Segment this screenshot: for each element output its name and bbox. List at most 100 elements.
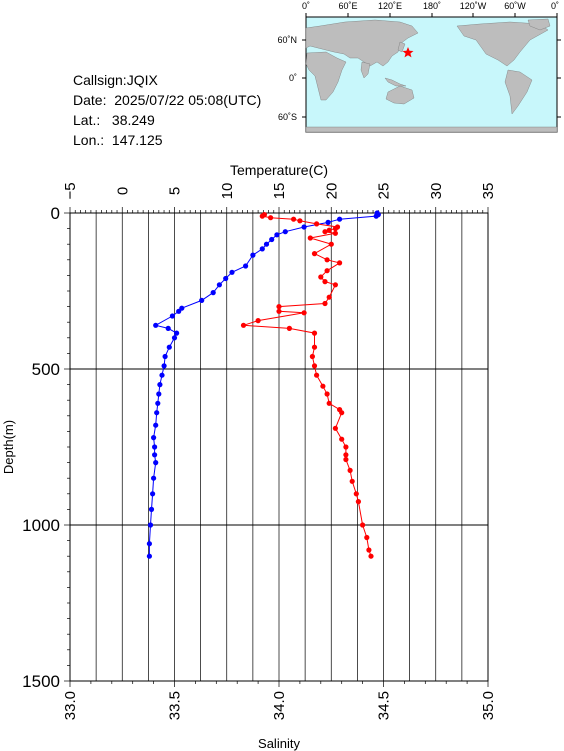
temperature-point xyxy=(229,269,235,275)
salinity-point xyxy=(339,436,345,442)
salinity-point xyxy=(343,456,349,463)
temperature-point xyxy=(146,553,152,559)
map-lon-label: 180˚ xyxy=(423,1,441,11)
salinity-point xyxy=(364,534,370,541)
temperature-point xyxy=(282,229,288,235)
salinity-point xyxy=(314,372,320,378)
map-lon-label: 120˚E xyxy=(378,1,402,11)
temperature-point xyxy=(373,213,379,219)
top-tick-label: 0 xyxy=(114,187,131,195)
salinity-point xyxy=(311,330,318,336)
top-tick-label: 10 xyxy=(219,183,236,200)
temperature-point xyxy=(259,246,265,252)
salinity-point xyxy=(326,400,332,406)
salinity-point xyxy=(353,491,359,497)
map-lat-label: 60˚S xyxy=(278,112,297,122)
salinity-point xyxy=(355,499,361,505)
temperature-point xyxy=(210,290,216,296)
temperature-line xyxy=(148,212,379,557)
top-tick-label: 5 xyxy=(167,187,184,195)
land-greenland xyxy=(527,18,551,31)
temperature-point xyxy=(325,219,331,225)
y-tick-label: 0 xyxy=(51,204,60,223)
temperature-point xyxy=(155,400,161,406)
salinity-point xyxy=(332,425,338,431)
bottom-tick-label: 34.5 xyxy=(376,691,393,720)
y-tick-label: 500 xyxy=(32,360,60,379)
temperature-point xyxy=(156,391,162,397)
date-text: Date: 2025/07/22 05:08(UTC) xyxy=(73,92,262,108)
temperature-point xyxy=(154,410,160,416)
salinity-point xyxy=(326,294,332,300)
top-tick-label: 20 xyxy=(323,183,340,200)
bottom-tick-label: 35.0 xyxy=(480,691,497,720)
salinity-point xyxy=(328,241,334,247)
land-north-america xyxy=(456,21,549,67)
salinity-point xyxy=(240,322,247,328)
land-indonesia xyxy=(384,77,407,87)
temperature-point xyxy=(153,422,159,428)
land-south-america xyxy=(504,69,533,115)
salinity-point xyxy=(322,300,328,307)
map-lon-label: 120˚W xyxy=(460,1,487,11)
salinity-point xyxy=(339,410,345,416)
salinity-point xyxy=(349,478,355,484)
temperature-point xyxy=(269,236,275,243)
latitude-text: Lat.: 38.249 xyxy=(73,112,155,128)
temperature-point xyxy=(171,335,178,341)
top-tick-label: 30 xyxy=(428,183,445,200)
top-tick-label: 35 xyxy=(480,183,497,200)
temperature-point xyxy=(153,322,159,328)
salinity-point xyxy=(268,215,274,221)
temperature-point xyxy=(216,282,222,288)
salinity-point xyxy=(255,318,261,324)
y-tick-label: 1500 xyxy=(22,672,60,691)
bottom-axis-title: Salinity xyxy=(258,736,300,751)
salinity-point xyxy=(286,325,292,331)
top-tick-label: 25 xyxy=(376,183,393,200)
salinity-point xyxy=(322,229,328,235)
temperature-point xyxy=(151,435,157,441)
salinity-point xyxy=(291,216,297,222)
salinity-point xyxy=(311,363,318,369)
temperature-point xyxy=(243,263,249,269)
salinity-point xyxy=(324,391,330,397)
top-axis-title: Temperature(C) xyxy=(230,162,328,178)
temperature-point xyxy=(150,491,156,497)
salinity-point xyxy=(343,452,349,458)
location-map: 0˚ 60˚E 120˚E 180˚ 120˚W 60˚W 0˚ 60˚N 0˚… xyxy=(277,1,561,133)
temperature-point xyxy=(337,216,343,222)
land-australia xyxy=(385,85,415,105)
salinity-point xyxy=(309,353,315,360)
top-tick-label: −5 xyxy=(62,182,79,199)
axis-ticks xyxy=(64,207,489,687)
map-ticks xyxy=(302,13,561,118)
bottom-tick-label: 34.0 xyxy=(271,691,288,720)
map-land xyxy=(305,18,558,133)
map-lat-label: 60˚N xyxy=(277,35,297,45)
land-africa xyxy=(305,51,347,101)
plot-frame xyxy=(69,212,489,682)
y-tick-label: 1000 xyxy=(22,516,60,535)
temperature-point xyxy=(146,541,152,547)
salinity-point xyxy=(360,522,366,528)
temperature-point xyxy=(151,475,157,481)
salinity-point xyxy=(301,310,307,316)
salinity-point xyxy=(324,268,330,274)
temperature-point xyxy=(250,252,256,258)
salinity-point xyxy=(368,553,374,559)
salinity-point xyxy=(320,383,326,389)
salinity-point xyxy=(332,282,338,288)
temperature-point xyxy=(301,224,307,230)
salinity-point xyxy=(307,235,313,241)
temperature-point xyxy=(159,372,165,378)
callsign-text: Callsign:JQIX xyxy=(73,72,158,88)
temperature-point xyxy=(152,452,158,458)
salinity-point xyxy=(347,467,353,473)
temperature-point xyxy=(157,382,163,388)
salinity-point xyxy=(276,304,282,310)
salinity-point xyxy=(314,221,320,227)
grid xyxy=(70,213,488,681)
